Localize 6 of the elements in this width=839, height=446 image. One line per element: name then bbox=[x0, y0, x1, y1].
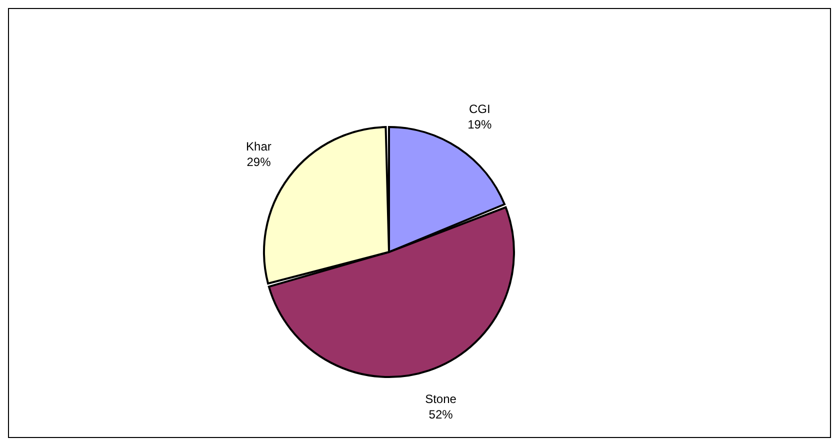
slice-label: Khar bbox=[246, 139, 272, 154]
slice-label: Stone bbox=[425, 392, 457, 406]
slice-label: CGI bbox=[468, 102, 490, 116]
data-label: 29% bbox=[246, 155, 272, 170]
data-label: 52% bbox=[428, 408, 454, 422]
data-label: 19% bbox=[468, 118, 492, 132]
